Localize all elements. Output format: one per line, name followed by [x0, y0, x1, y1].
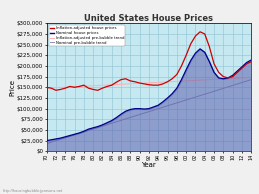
Title: United States House Prices: United States House Prices [84, 14, 213, 23]
X-axis label: Year: Year [142, 162, 156, 168]
Text: http://housingbubble.jparsons.net: http://housingbubble.jparsons.net [3, 189, 63, 193]
Legend: Inflation-adjusted house prices, Nominal house prices, Inflation-adjusted pre-bu: Inflation-adjusted house prices, Nominal… [49, 25, 125, 46]
Y-axis label: Price: Price [10, 79, 16, 96]
